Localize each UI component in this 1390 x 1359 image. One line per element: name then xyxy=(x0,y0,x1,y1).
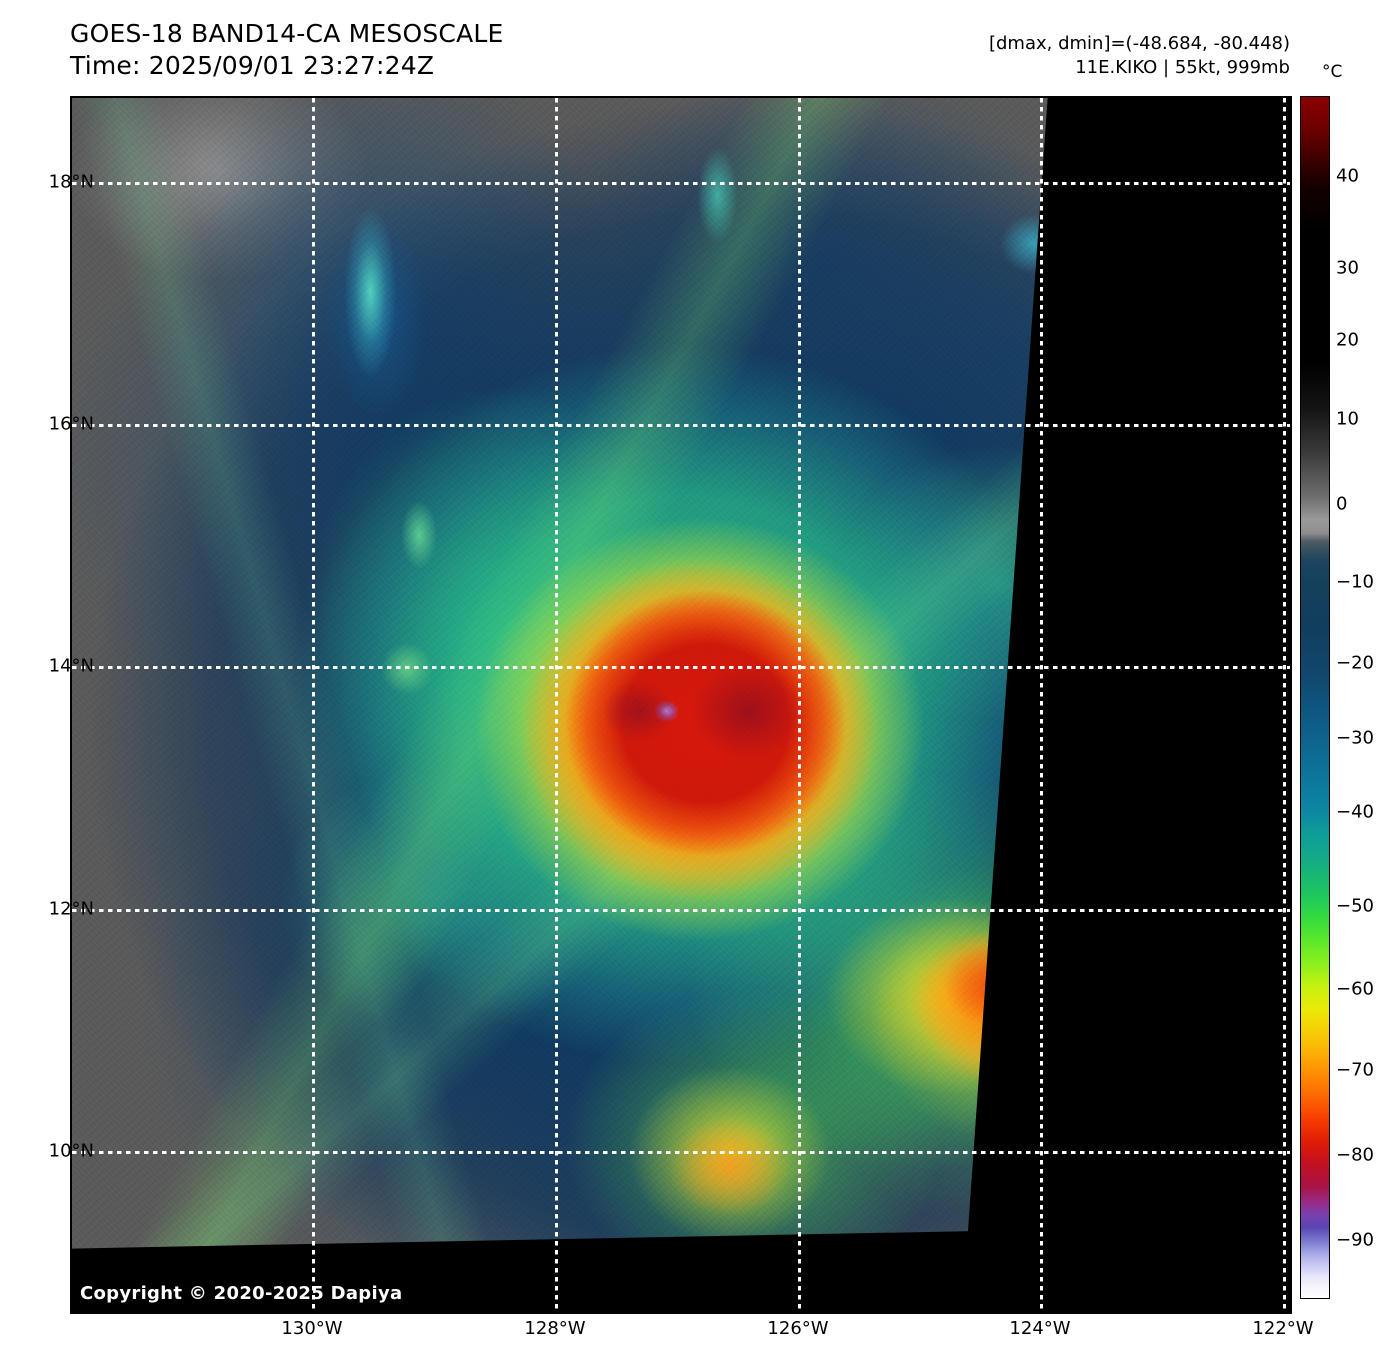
title-block: GOES-18 BAND14-CA MESOSCALE Time: 2025/0… xyxy=(70,18,504,82)
y-axis-tick-14n: 14°N xyxy=(48,655,94,677)
y-axis-tick-10n: 10°N xyxy=(48,1140,94,1162)
y-axis-tick-18n: 18°N xyxy=(48,171,94,193)
x-axis-tick-128w: 128°W xyxy=(524,1318,586,1339)
colorbar-tick-neg60: −60 xyxy=(1336,978,1374,1000)
copyright-label: Copyright © 2020-2025 Dapiya xyxy=(80,1283,403,1304)
storm-info-label: 11E.KIKO | 55kt, 999mb xyxy=(1075,57,1290,79)
colorbar-tick-10: 10 xyxy=(1336,408,1359,430)
colorbar-tick-neg70: −70 xyxy=(1336,1059,1374,1081)
colorbar-tick-40: 40 xyxy=(1336,165,1359,187)
colorbar-tick-neg10: −10 xyxy=(1336,571,1374,593)
x-axis-tick-124w: 124°W xyxy=(1009,1318,1071,1339)
dmax-dmin-label: [dmax, dmin]=(-48.684, -80.448) xyxy=(988,33,1290,54)
colorbar-tick-neg50: −50 xyxy=(1336,895,1374,917)
colorbar-tick-neg20: −20 xyxy=(1336,652,1374,674)
colorbar-tick-20: 20 xyxy=(1336,329,1359,351)
timestamp-label: Time: 2025/09/01 23:27:24Z xyxy=(70,51,435,80)
page-title: GOES-18 BAND14-CA MESOSCALE xyxy=(70,19,504,48)
y-axis-tick-12n: 12°N xyxy=(48,898,94,920)
x-axis-tick-122w: 122°W xyxy=(1252,1318,1314,1339)
colorbar-tick-30: 30 xyxy=(1336,257,1359,279)
colorbar-tick-neg30: −30 xyxy=(1336,727,1374,749)
colorbar-tick-neg80: −80 xyxy=(1336,1144,1374,1166)
colorbar-tick-neg90: −90 xyxy=(1336,1229,1374,1251)
x-axis-tick-130w: 130°W xyxy=(281,1318,343,1339)
satellite-image-plot: Copyright © 2020-2025 Dapiya xyxy=(70,96,1292,1314)
colorbar-tick-0: 0 xyxy=(1336,493,1348,515)
satellite-raster xyxy=(72,98,1290,1312)
colorbar-unit-label: °C xyxy=(1322,62,1343,82)
y-axis-tick-16n: 16°N xyxy=(48,413,94,435)
temperature-colorbar xyxy=(1300,96,1330,1299)
colorbar-tick-neg40: −40 xyxy=(1336,801,1374,823)
x-axis-tick-126w: 126°W xyxy=(767,1318,829,1339)
metadata-block: [dmax, dmin]=(-48.684, -80.448) 11E.KIKO… xyxy=(989,32,1290,81)
